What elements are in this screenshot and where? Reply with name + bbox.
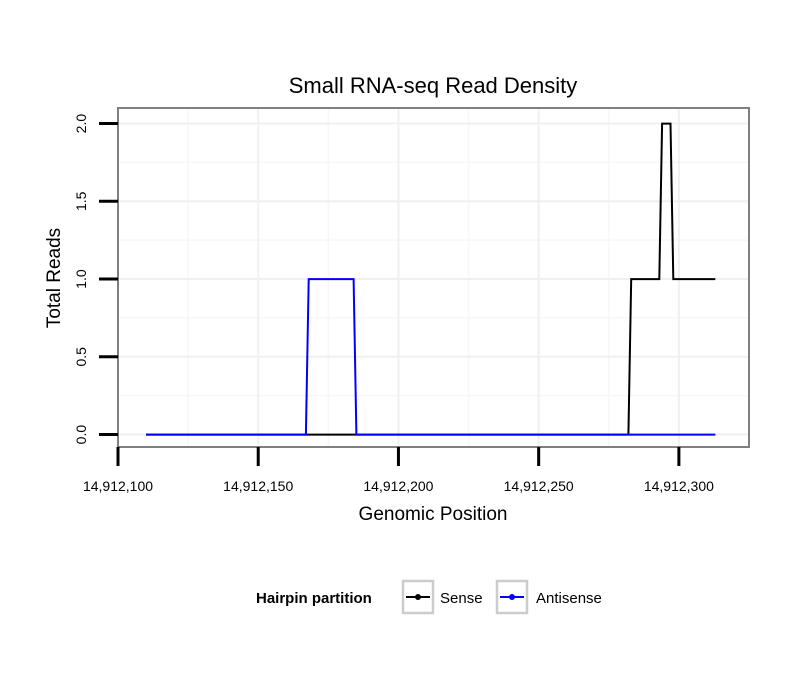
x-tick-label: 14,912,100 [83,478,153,494]
y-axis: 0.0 0.5 1.0 1.5 2.0 [73,114,118,445]
legend-label-antisense: Antisense [536,590,602,607]
x-axis-title: Genomic Position [359,504,508,525]
x-tick-label: 14,912,250 [504,478,574,494]
x-tick-label: 14,912,150 [223,478,293,494]
y-tick-label: 1.0 [73,269,89,289]
series-line-antisense [146,278,716,436]
series-lines [146,122,716,436]
y-tick-label: 1.5 [73,191,89,211]
legend-key-sense [401,579,435,615]
series-line-sense [146,122,716,436]
chart-title: Small RNA-seq Read Density [289,73,578,98]
y-tick-label: 0.0 [73,425,89,445]
x-tick-label: 14,912,300 [644,478,714,494]
plot-border [117,107,750,448]
y-tick-label: 0.5 [73,347,89,367]
legend-key-antisense [495,579,529,615]
x-tick-label: 14,912,200 [363,478,433,494]
legend-dot-antisense [509,594,515,600]
y-axis-title: Total Reads [44,228,65,328]
plot-panel [118,108,749,447]
legend-dot-sense [415,594,421,600]
x-axis: 14,912,100 14,912,150 14,912,200 14,912,250… [83,447,714,494]
legend: Hairpin partition Sense Antisense [256,579,602,615]
legend-label-sense: Sense [440,590,483,607]
y-tick-label: 2.0 [73,114,89,134]
legend-title: Hairpin partition [256,590,372,607]
